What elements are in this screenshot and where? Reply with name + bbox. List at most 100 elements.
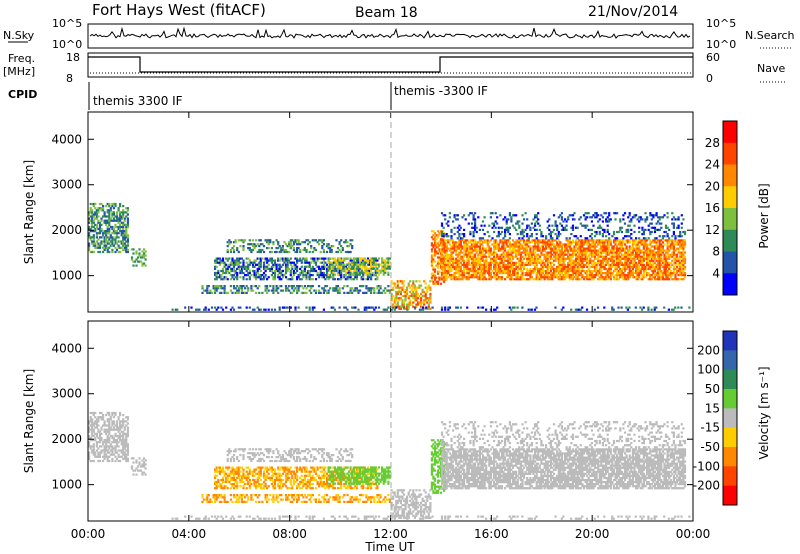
power-cell (98, 227, 102, 231)
power-cell (363, 271, 366, 274)
power-cell (470, 247, 474, 250)
power-cell (567, 257, 570, 260)
power-cell (571, 255, 575, 258)
power-cell (502, 243, 505, 246)
power-cell (575, 274, 578, 277)
power-cell (660, 239, 663, 242)
power-cell (387, 265, 390, 268)
power-cell (670, 308, 674, 311)
power-cell (215, 278, 218, 281)
power-cell (203, 308, 206, 311)
power-cell (444, 214, 447, 217)
power-cell (668, 255, 671, 258)
power-cell (456, 263, 459, 266)
power-cell (502, 265, 505, 269)
power-cell (601, 241, 604, 244)
power-cell (289, 257, 292, 260)
power-cell (537, 272, 540, 275)
power-cell (463, 253, 466, 256)
power-cell (576, 243, 579, 246)
power-cell (504, 239, 507, 242)
power-cell (340, 274, 343, 277)
power-cell (120, 232, 123, 235)
power-cell (660, 270, 663, 273)
power-cell (459, 243, 462, 246)
power-cell (576, 257, 579, 260)
power-cell (381, 257, 384, 260)
power-cell (125, 227, 128, 231)
power-cell (592, 247, 595, 250)
power-cell (513, 267, 516, 271)
power-cell (262, 308, 266, 311)
power-cell (593, 251, 597, 254)
power-cell (494, 265, 497, 269)
power-cell (575, 267, 578, 271)
power-cell (355, 265, 358, 268)
power-cell (102, 234, 105, 237)
power-cell (559, 222, 562, 225)
power-cell (485, 270, 488, 273)
power-cell (424, 307, 427, 310)
power-cell (91, 213, 94, 216)
power-cell (280, 247, 283, 250)
power-cell (601, 216, 604, 219)
power-cell (554, 274, 557, 277)
power-cell (600, 253, 603, 256)
power-cell (663, 214, 666, 217)
power-cell (623, 212, 627, 215)
power-cell (600, 272, 603, 275)
power-cell (546, 253, 549, 256)
power-cell (649, 261, 652, 264)
power-cell (435, 252, 438, 255)
power-cell (373, 263, 376, 266)
power-cell (248, 239, 251, 242)
power-cell (426, 301, 429, 304)
power-cell (308, 271, 311, 275)
power-cell (296, 285, 299, 288)
power-cell (122, 221, 125, 224)
power-cell (586, 261, 589, 264)
power-cell (570, 255, 573, 258)
power-cell (231, 263, 234, 266)
power-cell (488, 276, 491, 279)
power-cell (584, 237, 587, 240)
power-cell (412, 286, 415, 289)
power-cell (413, 292, 416, 296)
power-cell (459, 237, 462, 240)
power-cell (543, 263, 546, 266)
power-cell (630, 272, 633, 275)
power-cell (354, 289, 357, 292)
power-cell (352, 271, 355, 274)
power-cell (109, 207, 112, 210)
power-cell (679, 243, 682, 246)
power-cell (402, 303, 406, 306)
power-cell (671, 263, 674, 266)
power-cell (91, 202, 94, 206)
power-cell (336, 261, 340, 264)
power-cell (628, 265, 631, 269)
power-cell (486, 249, 489, 252)
power-cell (650, 218, 653, 221)
power-cell (592, 214, 595, 217)
power-cell (625, 255, 628, 258)
power-cell (404, 292, 407, 296)
power-cell (106, 215, 109, 218)
power-cell (600, 214, 603, 217)
power-cell (650, 270, 653, 273)
power-cell (650, 245, 653, 248)
power-cell (530, 276, 533, 279)
power-cell (638, 267, 641, 271)
power-cell (559, 267, 562, 271)
power-cell (429, 286, 432, 289)
power-cell (674, 267, 677, 271)
power-cell (627, 255, 630, 258)
power-cell (286, 306, 289, 309)
power-cell (427, 299, 430, 302)
power-cell (526, 247, 529, 250)
power-cell (496, 243, 499, 246)
power-cell (538, 274, 541, 277)
power-cell (251, 308, 255, 311)
power-cell (407, 307, 410, 310)
power-cell (592, 259, 595, 262)
power-cell (206, 287, 209, 290)
